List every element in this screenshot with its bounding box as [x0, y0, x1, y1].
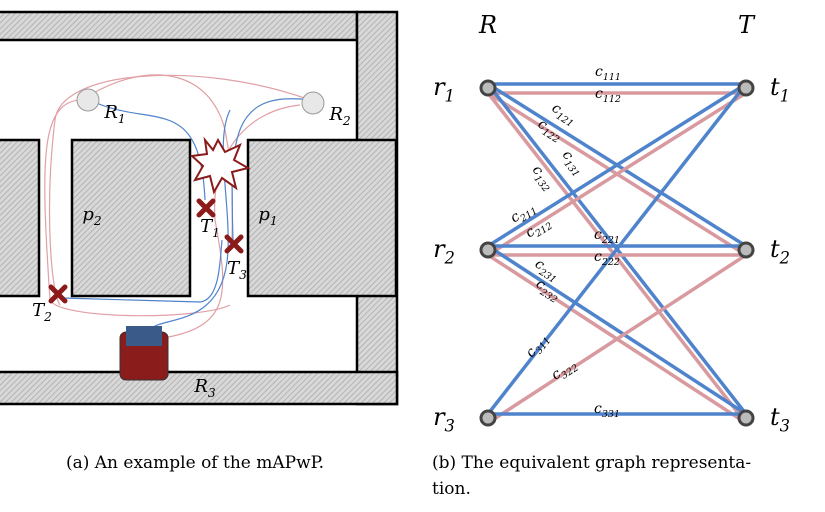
- edge: [488, 246, 746, 414]
- task-node-label: t2: [770, 235, 790, 268]
- edge-label: c331: [594, 401, 620, 420]
- robot-label: R2: [328, 104, 351, 128]
- edge-label: c111: [595, 64, 621, 83]
- map: [0, 12, 397, 404]
- task-label-sub: 2: [43, 310, 52, 324]
- robot-node-label-sub: 3: [445, 417, 455, 436]
- robot-node-label-sub: 2: [444, 249, 455, 268]
- path-label-base: p: [258, 204, 270, 225]
- task-label: T3: [227, 258, 247, 282]
- edge-label-sub: 222: [601, 257, 620, 268]
- robot-node: [481, 411, 495, 425]
- wall: [0, 12, 357, 40]
- robot-icon: [302, 92, 324, 114]
- caption: (b) The equivalent graph representa-: [432, 453, 751, 473]
- robot-label-sub: 3: [208, 386, 216, 400]
- task-label-sub: 3: [239, 268, 247, 282]
- robot-node-label-sub: 1: [445, 87, 455, 106]
- robot-node: [481, 81, 495, 95]
- edge-label-sub: 331: [602, 409, 620, 420]
- task-node-label-base: t: [770, 235, 780, 263]
- task-node-label-base: t: [770, 73, 780, 101]
- edge-label: c221: [594, 227, 620, 246]
- path-label-sub: 1: [270, 214, 278, 228]
- edge-label-sub: 111: [603, 72, 621, 83]
- edge-label-base: c: [594, 401, 602, 417]
- task-node-label-sub: 1: [780, 87, 790, 106]
- robot-label-sub: 2: [342, 114, 351, 128]
- task-node: [739, 81, 753, 95]
- task-node-label: t3: [770, 403, 790, 436]
- edge-label-base: c: [595, 64, 603, 80]
- caption: (a) An example of the mAPwP.: [66, 453, 324, 473]
- path-label-base: p: [82, 204, 94, 225]
- caption: tion.: [432, 479, 471, 499]
- robot-label-base: R: [103, 102, 118, 123]
- path-label-sub: 2: [93, 214, 102, 228]
- set-label: T: [738, 11, 756, 39]
- task-label: T1: [200, 216, 220, 240]
- edge-label-sub: 112: [603, 94, 621, 105]
- robot-label-sub: 1: [118, 112, 126, 126]
- task-node-label: t1: [770, 73, 790, 106]
- task-label-sub: 1: [212, 226, 220, 240]
- task-node-label-sub: 3: [780, 417, 790, 436]
- edge-label: c112: [595, 86, 621, 105]
- set-label: R: [478, 11, 497, 39]
- edge-label-base: c: [595, 86, 603, 102]
- robot-label-base: R: [328, 104, 343, 125]
- edge-label-base: c: [594, 249, 602, 265]
- figure: R1R2R3T1T2T3p1p2(a) An example of the mA…: [0, 0, 825, 512]
- robot-label: R1: [103, 102, 125, 126]
- task-node: [739, 243, 753, 257]
- robot-node-label: r2: [433, 235, 455, 268]
- robot-label-base: R: [193, 376, 208, 397]
- graph: [488, 84, 746, 423]
- robot-icon: [126, 326, 162, 346]
- wall: [0, 140, 39, 296]
- task-label: T2: [32, 300, 52, 324]
- robot-node-label: r3: [433, 403, 455, 436]
- task-node-label-base: t: [770, 403, 780, 431]
- task-node-label-sub: 2: [779, 249, 790, 268]
- robot-node: [481, 243, 495, 257]
- edge-label-sub: 221: [601, 235, 620, 246]
- robot-icon: [77, 89, 99, 111]
- collision: [192, 140, 248, 192]
- task-node: [739, 411, 753, 425]
- robot-node-label: r1: [433, 73, 455, 106]
- edge-label-base: c: [594, 227, 602, 243]
